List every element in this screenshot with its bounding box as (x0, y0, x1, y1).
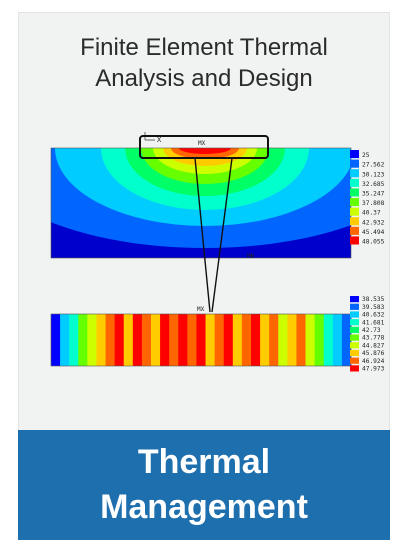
strip-band (114, 314, 125, 366)
top-legend-swatch (350, 188, 359, 197)
strip-band (341, 314, 352, 366)
bottom-legend-swatch (350, 334, 359, 341)
bottom-legend-swatch (350, 303, 359, 310)
strip-band (105, 314, 116, 366)
top-legend-value: 45.494 (362, 229, 385, 236)
strip-band (205, 314, 216, 366)
bottom-legend-value: 43.778 (362, 335, 385, 342)
strip-band (232, 314, 243, 366)
strip-band (251, 314, 261, 366)
strip-band (269, 314, 279, 366)
top-legend: 25 27.562 30.123 32.685 35.247 37.808 40.37 42.… (350, 150, 385, 246)
bottom-legend-swatch (350, 326, 359, 333)
strip-band (260, 314, 270, 366)
bottom-legend-value: 46.924 (362, 358, 385, 365)
top-legend-value: 40.37 (362, 210, 381, 217)
top-legend-value: 25 (362, 152, 370, 159)
strip-band (151, 314, 161, 366)
strip-band (69, 314, 79, 366)
top-legend-value: 30.123 (362, 171, 385, 178)
top-max-marker: MX (198, 140, 206, 147)
card-title: Finite Element Thermal Analysis and Desi… (18, 32, 390, 94)
strip-band (96, 314, 106, 366)
card-title-line-1: Finite Element Thermal (80, 34, 328, 61)
strip-band (141, 314, 152, 366)
top-legend-value: 32.685 (362, 181, 385, 188)
top-legend-swatch (350, 178, 359, 187)
strip-band (160, 314, 170, 366)
strip-band (60, 314, 70, 366)
strip-band (78, 314, 88, 366)
card-title-line-2: Analysis and Design (95, 65, 313, 92)
strip-band (169, 314, 179, 366)
category-banner: Thermal Management (18, 430, 390, 540)
bottom-legend-swatch (350, 365, 359, 372)
top-contour-plot: X MX MN (50, 132, 352, 260)
top-legend-value: 35.247 (362, 191, 385, 198)
top-legend-swatch (350, 226, 359, 235)
strip-band (296, 314, 306, 366)
strip-band (187, 314, 197, 366)
top-legend-swatch (350, 217, 359, 226)
bottom-legend-swatch (350, 311, 359, 318)
bottom-legend-value: 44.827 (362, 342, 385, 349)
callout-line-left (194, 157, 211, 313)
strip-band (305, 314, 316, 366)
banner-line-2: Management (100, 488, 308, 526)
bottom-legend-value: 42.73 (362, 327, 381, 334)
bottom-legend-value: 47.973 (362, 366, 385, 373)
top-legend-value: 42.932 (362, 219, 385, 226)
strip-band (123, 314, 134, 366)
top-legend-value: 48.055 (362, 239, 385, 246)
top-legend-swatch (350, 169, 359, 178)
top-legend-swatch (350, 150, 359, 159)
bottom-legend-value: 41.681 (362, 319, 385, 326)
top-legend-swatch (350, 198, 359, 207)
bottom-legend-value: 40.632 (362, 312, 385, 319)
bottom-legend: 38.53539.58340.63241.68142.7343.77844.82… (350, 296, 385, 373)
bottom-max-marker: MX (197, 306, 205, 313)
bottom-legend-value: 45.876 (362, 350, 385, 357)
callout-line-right (211, 157, 233, 313)
strip-band (51, 314, 61, 366)
strip-band (278, 314, 288, 366)
axis-x-marker: X (157, 136, 162, 144)
top-legend-swatch (350, 159, 359, 168)
top-min-marker: MN (247, 253, 255, 260)
top-legend-value: 37.808 (362, 200, 385, 207)
bottom-legend-value: 38.535 (362, 296, 385, 303)
bottom-legend-swatch (350, 296, 359, 303)
strip-band (323, 314, 334, 366)
top-legend-value: 27.562 (362, 162, 385, 169)
strip-band (87, 314, 97, 366)
strip-band (314, 314, 325, 366)
strip-band (178, 314, 188, 366)
strip-band (223, 314, 234, 366)
strip-band (241, 314, 252, 366)
strip-band (332, 314, 343, 366)
strip-band (287, 314, 297, 366)
banner-line-1: Thermal (137, 443, 271, 481)
strip-band (214, 314, 225, 366)
bottom-legend-value: 39.583 (362, 304, 385, 311)
zoom-callout-box (139, 135, 269, 159)
top-legend-swatch (350, 207, 359, 216)
bottom-legend-swatch (350, 357, 359, 364)
bottom-legend-swatch (350, 342, 359, 349)
bottom-legend-swatch (350, 319, 359, 326)
top-legend-swatch (350, 236, 359, 245)
bottom-legend-swatch (350, 349, 359, 357)
bottom-strip-plot (51, 314, 352, 366)
strip-band (132, 314, 143, 366)
strip-band (196, 314, 206, 366)
